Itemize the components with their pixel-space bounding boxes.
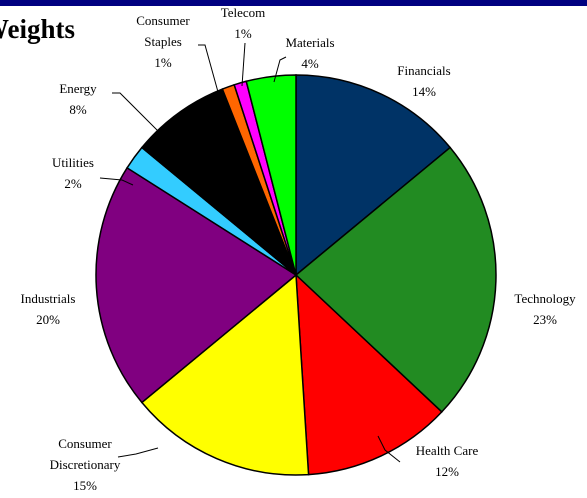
slice-label-technology: Technology 23% xyxy=(514,291,576,327)
chart-title: Weights xyxy=(0,14,76,44)
slice-label-health-care: Health Care 12% xyxy=(416,443,479,479)
leader-line-telecom xyxy=(241,42,246,87)
pie-slice-technology xyxy=(294,146,497,413)
slice-label-financials: Financials 14% xyxy=(397,63,450,99)
top-accent-bar xyxy=(0,0,587,6)
pie-slice-energy xyxy=(140,88,297,276)
pie-slice-consumer-discretionary xyxy=(140,273,310,476)
slice-label-materials: Materials 4% xyxy=(285,35,334,71)
slice-label-energy: Energy 8% xyxy=(59,81,97,117)
leader-line-materials xyxy=(273,56,287,83)
leader-line-energy xyxy=(112,92,168,141)
pie-slice-industrials xyxy=(95,166,298,404)
slice-label-utilities: Utilities 2% xyxy=(52,155,94,191)
pie-slice-financials xyxy=(295,74,452,277)
pie-slice-health-care xyxy=(295,273,443,476)
leader-line-utilities xyxy=(99,177,134,186)
leader-line-health-care xyxy=(377,435,401,463)
slice-label-industrials: Industrials 20% xyxy=(21,291,76,327)
pie-slice-materials xyxy=(245,74,297,276)
slice-label-consumer-discretionary: Consumer Discretionary 15% xyxy=(50,436,121,493)
slice-label-telecom: Telecom 1% xyxy=(221,5,266,41)
leader-line-consumer-staples xyxy=(198,44,224,111)
slice-label-consumer-staples: Consumer Staples 1% xyxy=(136,13,190,70)
leader-line-consumer-discretionary xyxy=(117,447,159,458)
